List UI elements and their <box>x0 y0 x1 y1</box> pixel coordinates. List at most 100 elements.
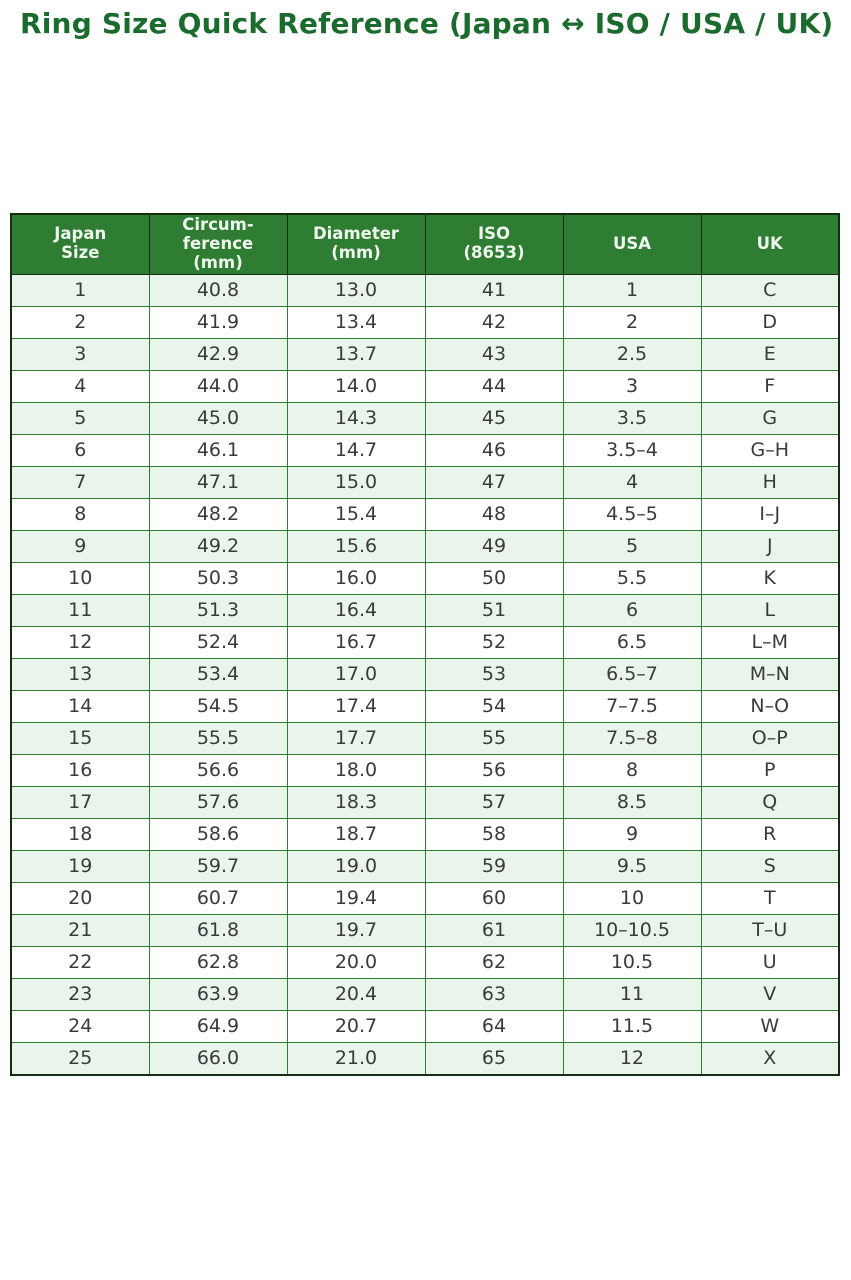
table-row: 16 56.6 18.0 56 8 P <box>10 753 840 787</box>
cell-circumference-mm: 57.6 <box>148 785 288 819</box>
cell-japan-size: 13 <box>10 657 150 691</box>
cell-diameter-mm: 15.4 <box>286 497 426 531</box>
cell-uk: T <box>700 881 840 915</box>
cell-circumference-mm: 42.9 <box>148 337 288 371</box>
cell-uk: I–J <box>700 497 840 531</box>
cell-japan-size: 2 <box>10 305 150 339</box>
cell-japan-size: 3 <box>10 337 150 371</box>
cell-circumference-mm: 62.8 <box>148 945 288 979</box>
cell-circumference-mm: 54.5 <box>148 689 288 723</box>
cell-usa: 2.5 <box>562 337 702 371</box>
table-row: 7 47.1 15.0 47 4 H <box>10 465 840 499</box>
cell-iso-8653: 45 <box>424 401 564 435</box>
cell-japan-size: 24 <box>10 1009 150 1043</box>
cell-diameter-mm: 15.6 <box>286 529 426 563</box>
cell-japan-size: 9 <box>10 529 150 563</box>
cell-japan-size: 14 <box>10 689 150 723</box>
table-row: 12 52.4 16.7 52 6.5 L–M <box>10 625 840 659</box>
cell-japan-size: 1 <box>10 273 150 307</box>
cell-diameter-mm: 16.0 <box>286 561 426 595</box>
cell-usa: 4 <box>562 465 702 499</box>
cell-circumference-mm: 51.3 <box>148 593 288 627</box>
cell-circumference-mm: 61.8 <box>148 913 288 947</box>
column-header-circumference-mm: Circum- ference (mm) <box>148 213 288 275</box>
cell-usa: 9.5 <box>562 849 702 883</box>
table-row: 5 45.0 14.3 45 3.5 G <box>10 401 840 435</box>
cell-usa: 3.5 <box>562 401 702 435</box>
cell-uk: J <box>700 529 840 563</box>
cell-usa: 8 <box>562 753 702 787</box>
cell-circumference-mm: 63.9 <box>148 977 288 1011</box>
cell-iso-8653: 44 <box>424 369 564 403</box>
column-header-diameter-mm: Diameter (mm) <box>286 213 426 275</box>
cell-circumference-mm: 55.5 <box>148 721 288 755</box>
cell-uk: W <box>700 1009 840 1043</box>
table-row: 20 60.7 19.4 60 10 T <box>10 881 840 915</box>
table-row: 15 55.5 17.7 55 7.5–8 O–P <box>10 721 840 755</box>
cell-uk: D <box>700 305 840 339</box>
cell-japan-size: 4 <box>10 369 150 403</box>
cell-usa: 7.5–8 <box>562 721 702 755</box>
cell-uk: G–H <box>700 433 840 467</box>
cell-diameter-mm: 13.4 <box>286 305 426 339</box>
cell-usa: 10.5 <box>562 945 702 979</box>
cell-iso-8653: 58 <box>424 817 564 851</box>
cell-japan-size: 19 <box>10 849 150 883</box>
cell-japan-size: 17 <box>10 785 150 819</box>
cell-iso-8653: 49 <box>424 529 564 563</box>
cell-iso-8653: 56 <box>424 753 564 787</box>
cell-japan-size: 20 <box>10 881 150 915</box>
cell-usa: 10–10.5 <box>562 913 702 947</box>
cell-iso-8653: 51 <box>424 593 564 627</box>
cell-diameter-mm: 13.0 <box>286 273 426 307</box>
table-row: 22 62.8 20.0 62 10.5 U <box>10 945 840 979</box>
table-row: 4 44.0 14.0 44 3 F <box>10 369 840 403</box>
cell-iso-8653: 41 <box>424 273 564 307</box>
cell-uk: K <box>700 561 840 595</box>
cell-usa: 7–7.5 <box>562 689 702 723</box>
table-row: 19 59.7 19.0 59 9.5 S <box>10 849 840 883</box>
cell-iso-8653: 60 <box>424 881 564 915</box>
cell-japan-size: 6 <box>10 433 150 467</box>
cell-circumference-mm: 66.0 <box>148 1041 288 1076</box>
cell-japan-size: 8 <box>10 497 150 531</box>
cell-diameter-mm: 17.7 <box>286 721 426 755</box>
cell-uk: S <box>700 849 840 883</box>
cell-usa: 10 <box>562 881 702 915</box>
table-row: 23 63.9 20.4 63 11 V <box>10 977 840 1011</box>
cell-usa: 5 <box>562 529 702 563</box>
cell-iso-8653: 42 <box>424 305 564 339</box>
header-row: Japan Size Circum- ference (mm) Diameter (… <box>10 213 840 275</box>
cell-iso-8653: 52 <box>424 625 564 659</box>
cell-usa: 5.5 <box>562 561 702 595</box>
cell-uk: O–P <box>700 721 840 755</box>
cell-usa: 2 <box>562 305 702 339</box>
table-row: 1 40.8 13.0 41 1 C <box>10 273 840 307</box>
cell-diameter-mm: 18.3 <box>286 785 426 819</box>
cell-diameter-mm: 14.7 <box>286 433 426 467</box>
cell-japan-size: 22 <box>10 945 150 979</box>
cell-diameter-mm: 18.0 <box>286 753 426 787</box>
table-row: 18 58.6 18.7 58 9 R <box>10 817 840 851</box>
cell-iso-8653: 63 <box>424 977 564 1011</box>
cell-usa: 3.5–4 <box>562 433 702 467</box>
table-row: 17 57.6 18.3 57 8.5 Q <box>10 785 840 819</box>
cell-circumference-mm: 41.9 <box>148 305 288 339</box>
cell-circumference-mm: 46.1 <box>148 433 288 467</box>
table-row: 10 50.3 16.0 50 5.5 K <box>10 561 840 595</box>
cell-uk: U <box>700 945 840 979</box>
cell-circumference-mm: 56.6 <box>148 753 288 787</box>
cell-diameter-mm: 17.0 <box>286 657 426 691</box>
cell-diameter-mm: 20.0 <box>286 945 426 979</box>
cell-circumference-mm: 40.8 <box>148 273 288 307</box>
cell-japan-size: 5 <box>10 401 150 435</box>
table-row: 25 66.0 21.0 65 12 X <box>10 1041 840 1076</box>
cell-japan-size: 18 <box>10 817 150 851</box>
cell-usa: 1 <box>562 273 702 307</box>
cell-uk: L <box>700 593 840 627</box>
cell-iso-8653: 64 <box>424 1009 564 1043</box>
table-row: 13 53.4 17.0 53 6.5–7 M–N <box>10 657 840 691</box>
column-header-uk: UK <box>700 213 840 275</box>
cell-uk: L–M <box>700 625 840 659</box>
cell-diameter-mm: 15.0 <box>286 465 426 499</box>
